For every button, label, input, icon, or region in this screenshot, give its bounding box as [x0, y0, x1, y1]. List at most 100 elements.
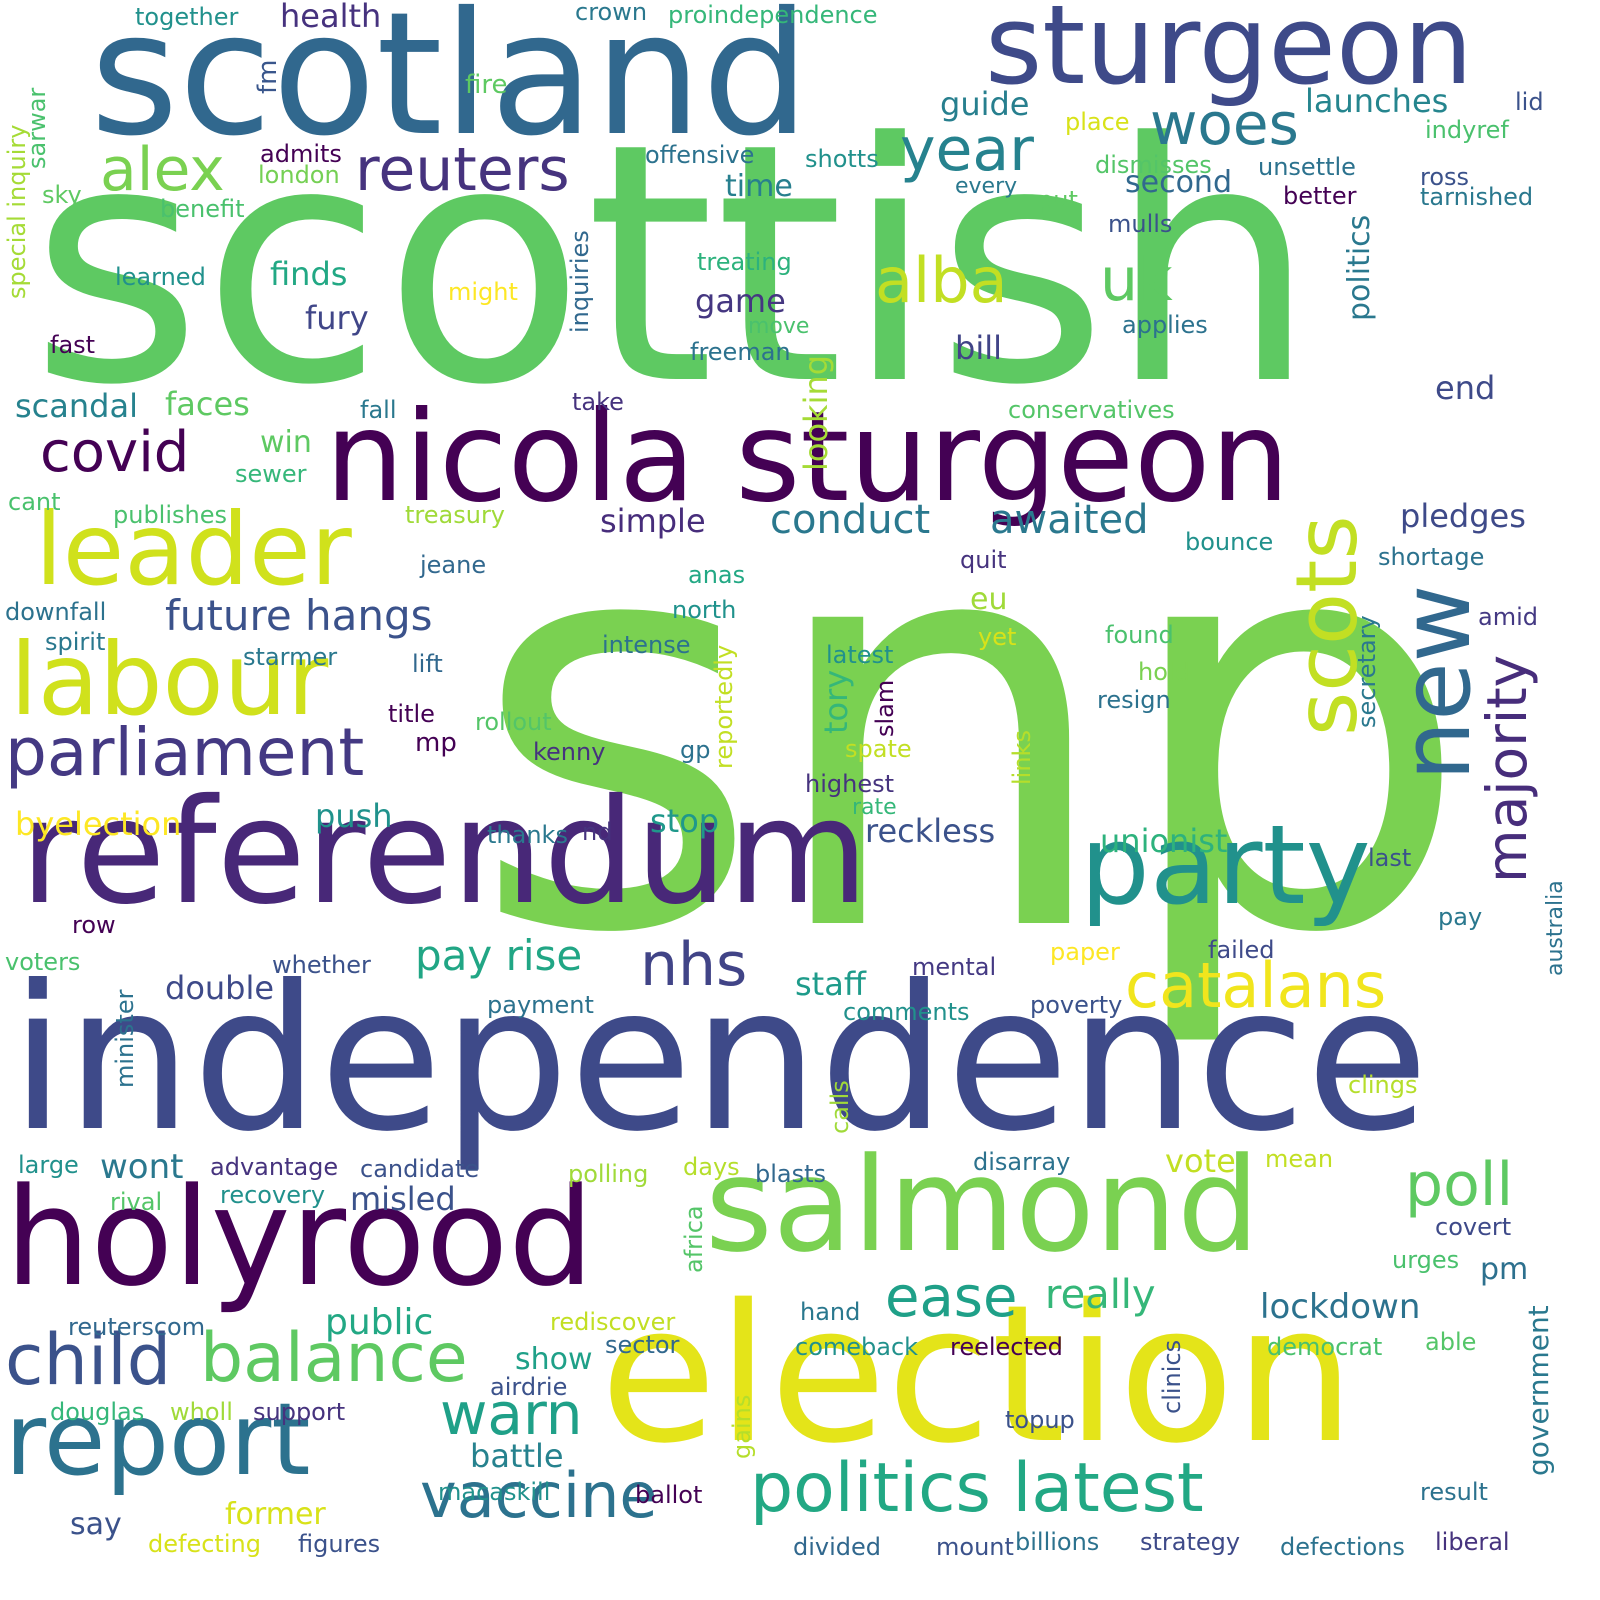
word-pledges: pledges — [1400, 497, 1526, 535]
word-sector: sector — [605, 1331, 680, 1359]
word-inquiries: inquiries — [566, 230, 594, 333]
word-fast: fast — [50, 331, 96, 359]
word-together: together — [135, 3, 239, 31]
word-spirit: spirit — [45, 628, 106, 656]
word-dismisses: dismisses — [1095, 151, 1212, 179]
word-defecting: defecting — [148, 1530, 261, 1558]
word-jeane: jeane — [420, 551, 487, 579]
word-balance: balance — [200, 1319, 468, 1398]
word-catalans: catalans — [1125, 949, 1387, 1022]
word-public: public — [325, 1302, 434, 1343]
word-report: report — [5, 1381, 311, 1498]
word-intense: intense — [602, 631, 691, 659]
word-pm: pm — [1480, 1252, 1529, 1287]
word-benefit: benefit — [160, 195, 245, 223]
word-unsettle: unsettle — [1258, 153, 1356, 181]
word-awaited: awaited — [990, 497, 1149, 543]
word-recovery: recovery — [220, 1181, 326, 1209]
word-airdrie: airdrie — [490, 1373, 568, 1401]
word-polling: polling — [568, 1160, 649, 1188]
word-applies: applies — [1122, 311, 1208, 339]
word-figures: figures — [298, 1530, 381, 1558]
word-new: new — [1382, 584, 1492, 781]
word-covid: covid — [40, 420, 190, 485]
word-bounce: bounce — [1185, 528, 1274, 556]
word-gains: gains — [728, 1394, 756, 1459]
word-vaccine: vaccine — [420, 1459, 658, 1532]
word-freeman: freeman — [690, 338, 791, 366]
word-former: former — [225, 1497, 326, 1532]
word-whether: whether — [272, 951, 371, 979]
word-future-hangs: future hangs — [165, 591, 433, 640]
word-starmer: starmer — [243, 643, 338, 671]
word-gp: gp — [680, 736, 711, 764]
word-hand: hand — [800, 1298, 861, 1326]
word-push: push — [315, 797, 393, 835]
word-resign: resign — [1097, 686, 1171, 714]
word-really: really — [1045, 1272, 1156, 1318]
word-conservatives: conservatives — [1008, 396, 1175, 424]
word-liberal: liberal — [1435, 1528, 1510, 1556]
word-covert: covert — [1435, 1213, 1512, 1241]
word-mulls: mulls — [1108, 210, 1173, 238]
word-sturgeon: sturgeon — [985, 0, 1473, 109]
word-misled: misled — [350, 1180, 456, 1218]
word-labour: labour — [10, 621, 329, 738]
word-mental: mental — [912, 953, 997, 981]
word-minister: minister — [111, 989, 139, 1088]
word-government: government — [1522, 1305, 1555, 1476]
word-indyref: indyref — [1425, 116, 1509, 144]
word-alba: alba — [875, 244, 1008, 317]
word-pay-rise: pay rise — [415, 931, 583, 980]
word-wont: wont — [100, 1147, 184, 1187]
word-comeback: comeback — [795, 1333, 919, 1361]
word-nhs: nhs — [640, 930, 748, 1000]
word-reportedly: reportedly — [710, 644, 738, 769]
word-unionist: unionist — [1100, 822, 1228, 860]
word-shortage: shortage — [1378, 543, 1485, 571]
word-nicola-sturgeon: nicola sturgeon — [325, 385, 1290, 530]
word-spate: spate — [845, 735, 912, 763]
word-douglas: douglas — [50, 1398, 145, 1426]
word-lift: lift — [412, 650, 443, 678]
word-parliament: parliament — [5, 714, 365, 791]
word-fire: fire — [465, 70, 508, 100]
word-mount: mount — [936, 1533, 1014, 1561]
word-vote: vote — [1165, 1142, 1236, 1180]
word-lid: lid — [1515, 88, 1544, 116]
word-highest: highest — [805, 770, 895, 798]
word-salmond: salmond — [705, 1129, 1260, 1281]
word-reckless: reckless — [865, 812, 996, 850]
word-crown: crown — [575, 0, 648, 26]
word-year: year — [900, 115, 1034, 185]
word-win: win — [260, 425, 312, 460]
word-wholl: wholl — [170, 1398, 233, 1426]
word-faces: faces — [165, 385, 250, 423]
word-publishes: publishes — [113, 501, 227, 529]
word-nd: nd — [582, 818, 613, 846]
word-cant: cant — [8, 488, 61, 516]
word-child: child — [5, 1319, 172, 1401]
word-fall: fall — [360, 396, 397, 424]
word-byelection: byelection — [15, 805, 182, 843]
word-kenny: kenny — [533, 738, 606, 766]
word-reuters: reuters — [355, 135, 570, 205]
word-democrat: democrat — [1267, 1333, 1383, 1361]
word-blasts: blasts — [755, 1160, 827, 1188]
word-urges: urges — [1392, 1246, 1460, 1274]
word-referendum: referendum — [20, 768, 869, 937]
word-macaskill: macaskill — [438, 1478, 551, 1506]
word-strategy: strategy — [1140, 1528, 1241, 1556]
word-poll: poll — [1405, 1150, 1514, 1220]
word-politics: politics — [1342, 214, 1377, 321]
word-time: time — [725, 169, 793, 204]
word-reelected: reelected — [950, 1333, 1063, 1361]
word-second: second — [1125, 165, 1232, 200]
word-take: take — [572, 388, 624, 416]
word-holyrood: holyrood — [5, 1159, 594, 1316]
word-divided: divided — [793, 1533, 882, 1561]
word-better: better — [1283, 182, 1357, 210]
word-defections: defections — [1280, 1533, 1405, 1561]
word-payment: payment — [487, 991, 594, 1019]
word-proindependence: proindependence — [668, 1, 878, 29]
